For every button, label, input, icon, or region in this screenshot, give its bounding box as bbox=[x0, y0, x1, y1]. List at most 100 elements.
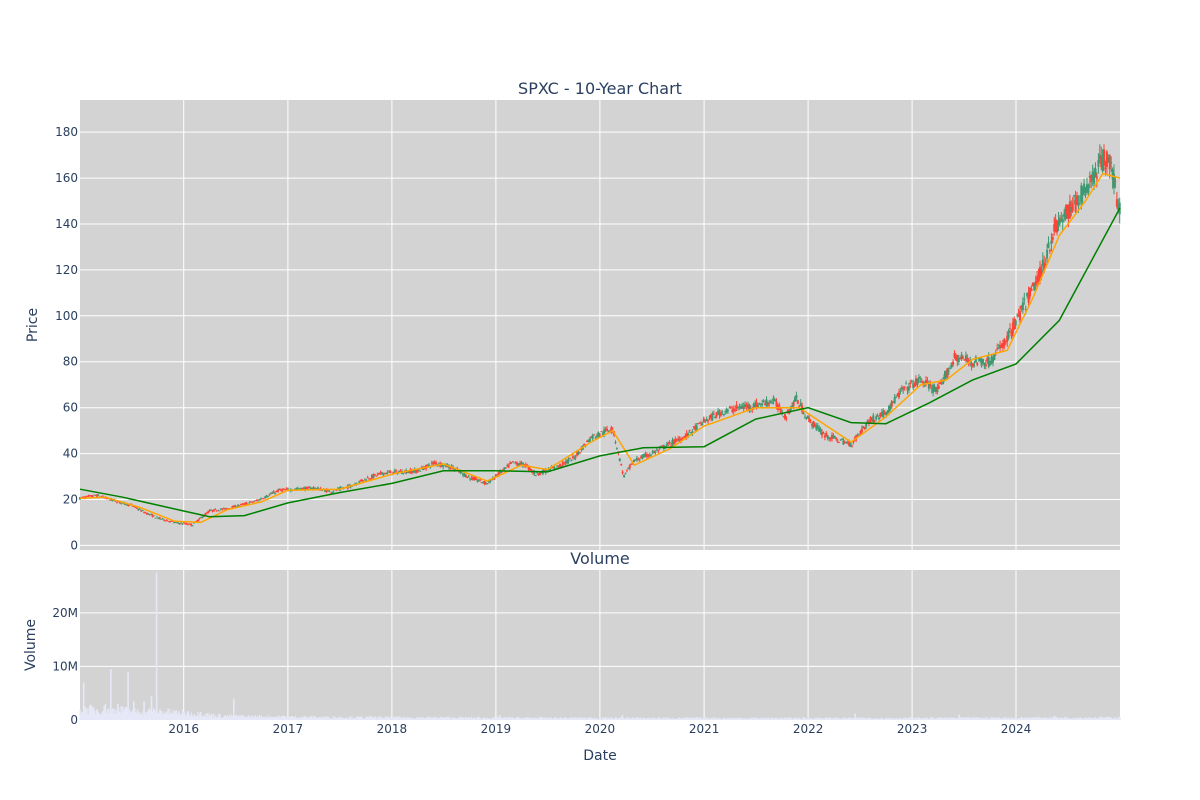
volume-bar bbox=[392, 718, 394, 720]
volume-bar bbox=[669, 718, 671, 720]
candle bbox=[912, 379, 915, 391]
volume-bar bbox=[153, 709, 155, 720]
volume-bar bbox=[491, 718, 493, 720]
volume-bar bbox=[161, 711, 163, 720]
candle bbox=[371, 474, 373, 480]
volume-bar bbox=[657, 718, 659, 720]
volume-bar bbox=[388, 717, 391, 720]
volume-bar bbox=[728, 717, 730, 720]
candle bbox=[682, 436, 685, 439]
volume-bar bbox=[1021, 716, 1023, 720]
volume-bar bbox=[839, 718, 841, 720]
volume-bar bbox=[462, 717, 464, 720]
volume-bar bbox=[370, 716, 373, 720]
candle bbox=[869, 416, 872, 424]
candle bbox=[959, 356, 962, 360]
candle bbox=[383, 472, 386, 475]
volume-bar bbox=[423, 718, 426, 720]
candle bbox=[566, 458, 569, 465]
candle bbox=[758, 402, 761, 406]
candle bbox=[702, 416, 705, 423]
volume-bar bbox=[119, 713, 121, 720]
volume-bar bbox=[204, 715, 206, 720]
volume-bar bbox=[822, 718, 824, 720]
volume-bar bbox=[1062, 718, 1064, 720]
candle bbox=[843, 440, 846, 444]
volume-bar bbox=[758, 718, 761, 720]
volume-bar bbox=[623, 718, 626, 720]
volume-bar bbox=[635, 717, 637, 720]
volume-bar bbox=[1107, 716, 1109, 720]
candle bbox=[278, 488, 281, 491]
candle bbox=[1086, 177, 1088, 195]
volume-bar bbox=[1012, 718, 1014, 720]
volume-bar bbox=[823, 718, 825, 720]
candle bbox=[764, 400, 767, 406]
volume-bar bbox=[106, 709, 108, 720]
volume-bar bbox=[400, 717, 402, 720]
volume-bar bbox=[1083, 718, 1085, 720]
volume-bar bbox=[816, 718, 818, 720]
volume-bar bbox=[924, 717, 926, 720]
volume-bars bbox=[79, 572, 1121, 721]
volume-bar bbox=[601, 718, 603, 720]
candle bbox=[469, 478, 472, 482]
volume-bar bbox=[738, 717, 740, 720]
volume-bar bbox=[876, 717, 878, 720]
volume-bar bbox=[325, 716, 327, 720]
candle bbox=[903, 386, 906, 391]
volume-bar bbox=[470, 718, 472, 720]
volume-bar bbox=[436, 718, 438, 720]
candle bbox=[811, 422, 814, 430]
volume-bar bbox=[223, 715, 226, 720]
volume-bar bbox=[222, 717, 224, 720]
volume-bar bbox=[360, 717, 362, 720]
candle bbox=[819, 427, 822, 435]
candle bbox=[157, 517, 160, 520]
volume-bar bbox=[707, 718, 709, 720]
volume-spike-bar bbox=[110, 669, 112, 720]
volume-bar bbox=[532, 718, 534, 720]
price-ytick-0: 0 bbox=[70, 538, 78, 552]
candle bbox=[895, 395, 898, 399]
volume-bar bbox=[993, 718, 995, 720]
volume-bar bbox=[964, 717, 966, 720]
volume-bar bbox=[687, 717, 689, 720]
volume-bar bbox=[768, 717, 770, 720]
volume-bar bbox=[893, 718, 896, 720]
volume-bar bbox=[1065, 716, 1067, 720]
volume-bar bbox=[168, 713, 170, 720]
volume-bar bbox=[353, 717, 355, 720]
volume-bar bbox=[1085, 717, 1087, 720]
volume-bar bbox=[1058, 717, 1060, 720]
volume-bar bbox=[92, 707, 94, 720]
volume-bar bbox=[522, 718, 524, 720]
candle bbox=[762, 399, 765, 403]
candle bbox=[846, 440, 849, 445]
volume-bar bbox=[604, 717, 606, 720]
volume-bar bbox=[85, 708, 87, 720]
volume-bar bbox=[226, 714, 228, 720]
volume-bar bbox=[423, 717, 425, 720]
volume-bar bbox=[872, 718, 874, 720]
volume-bar bbox=[134, 707, 136, 720]
volume-bar bbox=[1002, 718, 1004, 720]
candle bbox=[823, 433, 826, 441]
volume-bar bbox=[636, 717, 638, 720]
volume-bar bbox=[415, 718, 417, 720]
volume-bar bbox=[448, 717, 450, 720]
volume-bar bbox=[343, 718, 345, 720]
volume-bar bbox=[247, 715, 249, 720]
volume-bar bbox=[834, 718, 836, 720]
candle bbox=[771, 399, 774, 405]
volume-bar bbox=[1102, 717, 1104, 720]
volume-bar bbox=[1034, 717, 1037, 720]
volume-bar bbox=[241, 714, 244, 720]
volume-bar bbox=[747, 718, 749, 720]
volume-bar bbox=[328, 716, 330, 720]
volume-bar bbox=[990, 718, 992, 720]
candle bbox=[851, 444, 853, 448]
volume-bar bbox=[888, 717, 890, 720]
